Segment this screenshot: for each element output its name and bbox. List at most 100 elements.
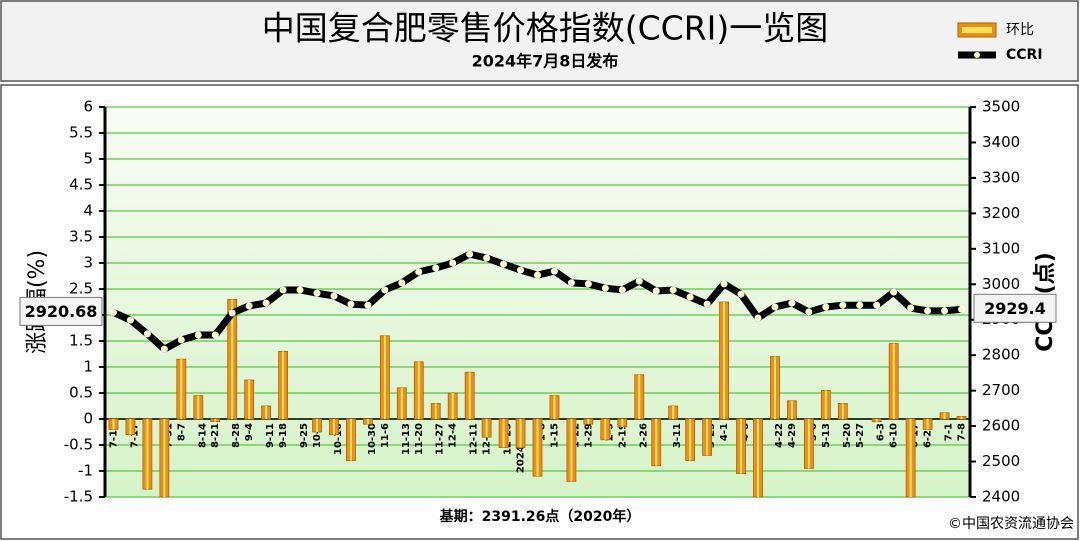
point xyxy=(652,287,660,295)
x-tick-label: 6-10 xyxy=(889,423,900,448)
x-tick-label: 2-19 xyxy=(617,423,628,448)
value-callout: 2920.68 xyxy=(25,302,98,321)
x-tick-label: 12-11 xyxy=(469,423,480,455)
x-tick-label: 5-20 xyxy=(842,423,853,448)
y-tick-label: 3.5 xyxy=(69,228,93,246)
bar-highlight xyxy=(400,387,403,419)
bar-highlight xyxy=(366,419,369,425)
x-tick-label: 1-15 xyxy=(549,423,560,448)
bar-highlight xyxy=(570,419,573,482)
y2-tick-label: 3100 xyxy=(982,239,1020,257)
x-tick-label: 12-18 xyxy=(482,423,493,455)
point xyxy=(279,286,287,294)
bar-highlight xyxy=(485,419,488,438)
x-tick-label: 8-28 xyxy=(231,423,242,448)
bar-highlight xyxy=(129,419,132,435)
point xyxy=(856,301,864,309)
point xyxy=(245,302,253,310)
bar-highlight xyxy=(468,372,471,419)
x-tick-label: 7-10 xyxy=(108,423,119,448)
legend-label: 环比 xyxy=(1006,22,1034,38)
point xyxy=(924,307,932,315)
bar-highlight xyxy=(756,419,759,497)
y-tick-label: 5.5 xyxy=(69,124,93,142)
bar-highlight xyxy=(265,406,268,419)
bar-highlight xyxy=(740,419,743,474)
point xyxy=(907,304,915,312)
point xyxy=(194,331,202,339)
legend-dot xyxy=(974,52,980,58)
point xyxy=(771,303,779,311)
point xyxy=(958,305,966,313)
y-tick-label: 3 xyxy=(83,254,93,272)
point xyxy=(635,277,643,285)
bar-highlight xyxy=(214,419,217,422)
bar-highlight xyxy=(960,416,963,419)
x-tick-label: 4-22 xyxy=(774,423,785,448)
point xyxy=(398,279,406,287)
bar-highlight xyxy=(621,419,624,427)
x-tick-label: 8-14 xyxy=(197,423,208,448)
y-tick-label: 0 xyxy=(83,410,93,428)
bar-highlight xyxy=(723,302,726,419)
x-tick-label: 10-16 xyxy=(333,423,344,455)
x-tick-label: 7-17 xyxy=(129,423,140,448)
point xyxy=(873,301,881,309)
x-tick-label: 3-11 xyxy=(672,423,683,448)
y-tick-label: 5 xyxy=(83,150,93,168)
point xyxy=(143,330,151,338)
bar-highlight xyxy=(655,419,658,466)
y2-tick-label: 3200 xyxy=(982,204,1020,222)
bar-highlight xyxy=(383,335,386,419)
bar-highlight xyxy=(282,351,285,419)
y2-tick-label: 2500 xyxy=(982,452,1020,470)
chart-title: 中国复合肥零售价格指数(CCRI)一览图 xyxy=(262,9,829,48)
point xyxy=(466,250,474,258)
y2-tick-label: 3400 xyxy=(982,133,1020,151)
point xyxy=(347,300,355,308)
header-box xyxy=(0,0,1079,82)
point xyxy=(669,286,677,294)
bar-highlight xyxy=(706,419,709,456)
y-tick-label: 1 xyxy=(83,358,93,376)
legend-swatch-inner xyxy=(962,27,992,33)
bar-highlight xyxy=(909,419,912,497)
point xyxy=(737,290,745,298)
point xyxy=(839,301,847,309)
bar-highlight xyxy=(824,390,827,419)
point xyxy=(517,266,525,274)
point xyxy=(483,254,491,262)
bar-highlight xyxy=(197,395,200,419)
bar-highlight xyxy=(163,419,166,497)
x-tick-label: 12-4 xyxy=(448,423,459,448)
bar-highlight xyxy=(841,403,844,419)
point xyxy=(296,286,304,294)
y-tick-label: 2.5 xyxy=(69,280,93,298)
bar-highlight xyxy=(790,400,793,419)
x-tick-label: 1-29 xyxy=(583,423,594,448)
bar-highlight xyxy=(146,419,149,490)
bar-highlight xyxy=(502,419,505,448)
bar-highlight xyxy=(807,419,810,469)
point xyxy=(788,299,796,307)
x-tick-label: 8-21 xyxy=(210,423,221,448)
bar-highlight xyxy=(553,395,556,419)
point xyxy=(550,267,558,275)
point xyxy=(313,289,321,297)
point xyxy=(228,309,236,317)
point xyxy=(890,288,898,296)
y-tick-label: -1 xyxy=(78,462,93,480)
bar-highlight xyxy=(451,393,454,419)
point xyxy=(720,280,728,288)
bar-highlight xyxy=(587,419,590,425)
x-tick-label: 5-27 xyxy=(855,423,866,448)
point xyxy=(449,259,457,267)
x-tick-label: 11-6 xyxy=(380,423,391,448)
bar-highlight xyxy=(248,380,251,419)
y-tick-label: 6 xyxy=(83,98,93,116)
point xyxy=(584,280,592,288)
point xyxy=(262,299,270,307)
bar-highlight xyxy=(519,419,522,448)
x-tick-label: 5-13 xyxy=(821,423,832,448)
x-tick-label: 2-26 xyxy=(638,423,649,448)
